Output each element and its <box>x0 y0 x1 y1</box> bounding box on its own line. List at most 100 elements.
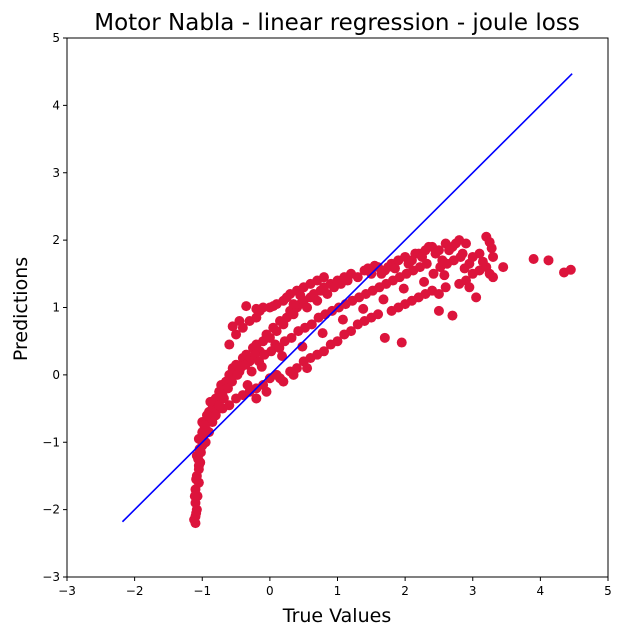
scatter-point <box>498 262 509 273</box>
scatter-point <box>312 295 323 306</box>
y-tick-label: −3 <box>42 570 60 584</box>
scatter-point <box>317 328 328 339</box>
scatter-point <box>437 255 448 266</box>
scatter-point <box>254 305 265 316</box>
scatter-points <box>189 231 576 529</box>
scatter-point <box>189 514 200 525</box>
scatter-point <box>439 270 450 281</box>
scatter-point <box>288 369 299 380</box>
scatter-point <box>417 251 428 262</box>
scatter-point <box>306 319 317 330</box>
y-axis: −3 −2 −1 0 1 2 3 4 5 <box>42 31 67 584</box>
scatter-point <box>246 366 257 377</box>
scatter-point <box>242 379 253 390</box>
y-tick-label: 0 <box>52 368 60 382</box>
scatter-point <box>528 253 539 264</box>
scatter-point <box>256 361 267 372</box>
scatter-point <box>358 303 369 314</box>
scatter-point <box>428 268 439 279</box>
scatter-point <box>322 289 333 300</box>
x-tick-label: −1 <box>193 584 211 598</box>
scatter-point <box>200 437 211 448</box>
scatter-point <box>286 332 297 343</box>
reference-line-group <box>121 73 573 523</box>
scatter-point <box>423 241 434 252</box>
x-axis: −3 −2 −1 0 1 2 3 4 5 <box>58 577 612 598</box>
x-tick-label: 5 <box>604 584 612 598</box>
scatter-point <box>302 302 313 313</box>
scatter-point <box>199 420 210 431</box>
scatter-point <box>274 342 285 353</box>
scatter-point <box>264 332 275 343</box>
x-tick-label: −2 <box>126 584 144 598</box>
scatter-point <box>318 346 329 357</box>
scatter-point <box>488 251 499 262</box>
scatter-point <box>486 243 497 254</box>
scatter-point <box>224 339 235 350</box>
scatter-point <box>433 305 444 316</box>
scatter-point <box>389 263 400 274</box>
scatter-point <box>430 248 441 259</box>
scatter-point <box>457 248 468 259</box>
scatter-point <box>488 272 499 283</box>
scatter-point <box>398 283 409 294</box>
scatter-point <box>396 337 407 348</box>
scatter-point <box>234 315 245 326</box>
y-tick-label: 5 <box>52 31 60 45</box>
x-axis-title: True Values <box>282 605 391 627</box>
scatter-point <box>277 351 288 362</box>
y-tick-label: 4 <box>52 98 60 112</box>
scatter-point <box>232 369 243 380</box>
scatter-point <box>433 289 444 300</box>
scatter-point <box>281 292 292 303</box>
x-tick-label: 1 <box>334 584 342 598</box>
scatter-point <box>251 393 262 404</box>
scatter-point <box>189 491 200 502</box>
scatter-point <box>210 410 221 421</box>
scatter-point <box>271 326 282 337</box>
scatter-point <box>352 272 363 283</box>
scatter-point <box>378 294 389 305</box>
x-tick-label: −3 <box>58 584 76 598</box>
scatter-point <box>288 299 299 310</box>
y-tick-label: −2 <box>42 503 60 517</box>
y-tick-label: 1 <box>52 301 60 315</box>
scatter-point <box>373 309 384 320</box>
y-tick-label: −1 <box>42 435 60 449</box>
scatter-point <box>376 268 387 279</box>
scatter-point <box>459 263 470 274</box>
scatter-point <box>369 260 380 271</box>
scatter-point <box>444 245 455 256</box>
x-tick-label: 0 <box>266 584 274 598</box>
scatter-point <box>346 326 357 337</box>
scatter-point <box>218 393 229 404</box>
scatter-point <box>419 276 430 287</box>
x-tick-label: 3 <box>469 584 477 598</box>
scatter-point <box>227 376 237 387</box>
scatter-point <box>193 454 204 465</box>
scatter-point <box>471 292 482 303</box>
scatter-point <box>275 373 286 384</box>
y-tick-label: 2 <box>52 233 60 247</box>
scatter-point <box>332 336 343 347</box>
scatter-point <box>295 290 306 301</box>
scatter-point <box>302 363 313 374</box>
scatter-point <box>543 255 554 266</box>
scatter-point <box>240 359 251 370</box>
scatter-point <box>379 332 390 343</box>
chart-title: Motor Nabla - linear regression - joule … <box>94 10 580 36</box>
scatter-point <box>224 400 235 411</box>
x-tick-label: 2 <box>401 584 409 598</box>
y-axis-title: Predictions <box>10 257 32 361</box>
scatter-point <box>318 272 329 283</box>
scatter-point <box>261 386 272 397</box>
scatter-point <box>241 301 252 312</box>
scatter-point <box>447 310 458 321</box>
scatter-point <box>450 238 461 249</box>
scatter-point <box>565 264 576 275</box>
scatter-point <box>477 256 488 267</box>
scatter-point <box>227 321 238 332</box>
scatter-point <box>460 238 471 249</box>
reference-line <box>121 73 573 523</box>
